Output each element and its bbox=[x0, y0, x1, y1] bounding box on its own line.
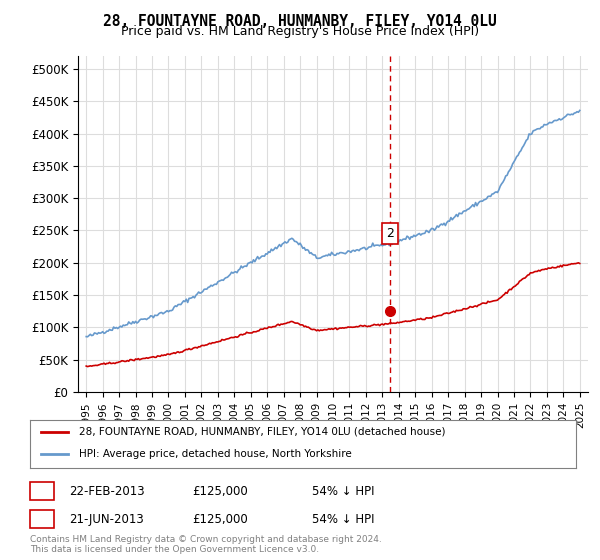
Text: 22-FEB-2013: 22-FEB-2013 bbox=[69, 484, 145, 498]
Text: Contains HM Land Registry data © Crown copyright and database right 2024.
This d: Contains HM Land Registry data © Crown c… bbox=[30, 535, 382, 554]
Text: 1: 1 bbox=[38, 484, 46, 498]
Text: £125,000: £125,000 bbox=[192, 484, 248, 498]
Text: £125,000: £125,000 bbox=[192, 512, 248, 526]
Text: 54% ↓ HPI: 54% ↓ HPI bbox=[312, 512, 374, 526]
Text: Price paid vs. HM Land Registry's House Price Index (HPI): Price paid vs. HM Land Registry's House … bbox=[121, 25, 479, 38]
Text: 21-JUN-2013: 21-JUN-2013 bbox=[69, 512, 144, 526]
Text: 2: 2 bbox=[386, 227, 394, 240]
Text: 2: 2 bbox=[38, 512, 46, 526]
Text: HPI: Average price, detached house, North Yorkshire: HPI: Average price, detached house, Nort… bbox=[79, 449, 352, 459]
Text: 28, FOUNTAYNE ROAD, HUNMANBY, FILEY, YO14 0LU: 28, FOUNTAYNE ROAD, HUNMANBY, FILEY, YO1… bbox=[103, 14, 497, 29]
Text: 54% ↓ HPI: 54% ↓ HPI bbox=[312, 484, 374, 498]
Text: 28, FOUNTAYNE ROAD, HUNMANBY, FILEY, YO14 0LU (detached house): 28, FOUNTAYNE ROAD, HUNMANBY, FILEY, YO1… bbox=[79, 427, 446, 437]
